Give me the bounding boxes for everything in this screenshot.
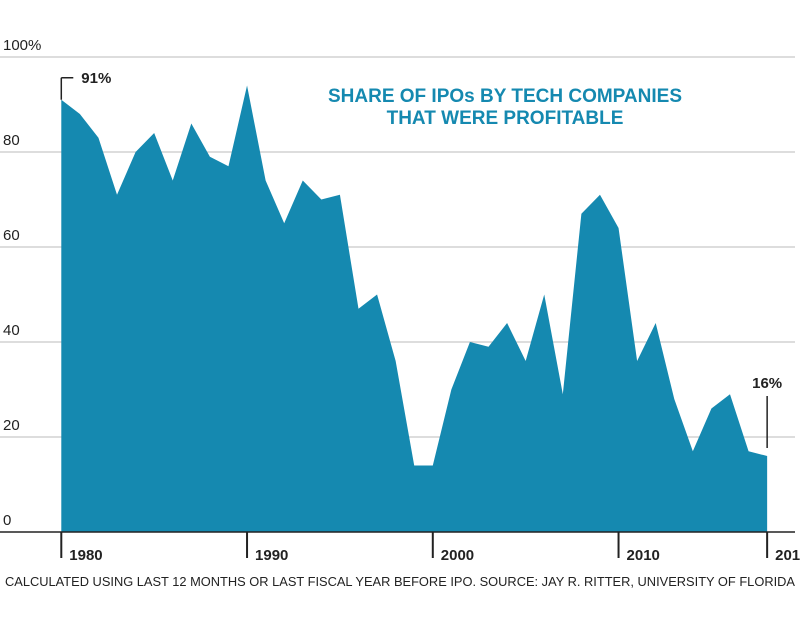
- y-tick-label: 100%: [3, 37, 41, 54]
- y-tick-label: 20: [3, 417, 20, 434]
- value-label: 91%: [81, 70, 111, 87]
- y-tick-label: 0: [3, 512, 11, 529]
- x-tick-label: 2018: [775, 547, 800, 564]
- x-tick-label: 1980: [69, 547, 102, 564]
- value-label: 16%: [752, 375, 782, 392]
- y-tick-label: 40: [3, 322, 20, 339]
- y-tick-label: 80: [3, 132, 20, 149]
- area: [61, 85, 768, 532]
- x-tick-label: 2000: [441, 547, 474, 564]
- x-tick-label: 2010: [627, 547, 660, 564]
- footnote: CALCULATED USING LAST 12 MONTHS OR LAST …: [5, 574, 795, 589]
- chart-title: SHARE OF IPOs BY TECH COMPANIES: [328, 86, 682, 107]
- y-tick-label: 60: [3, 227, 20, 244]
- x-tick-label: 1990: [255, 547, 288, 564]
- chart-title: THAT WERE PROFITABLE: [387, 108, 624, 129]
